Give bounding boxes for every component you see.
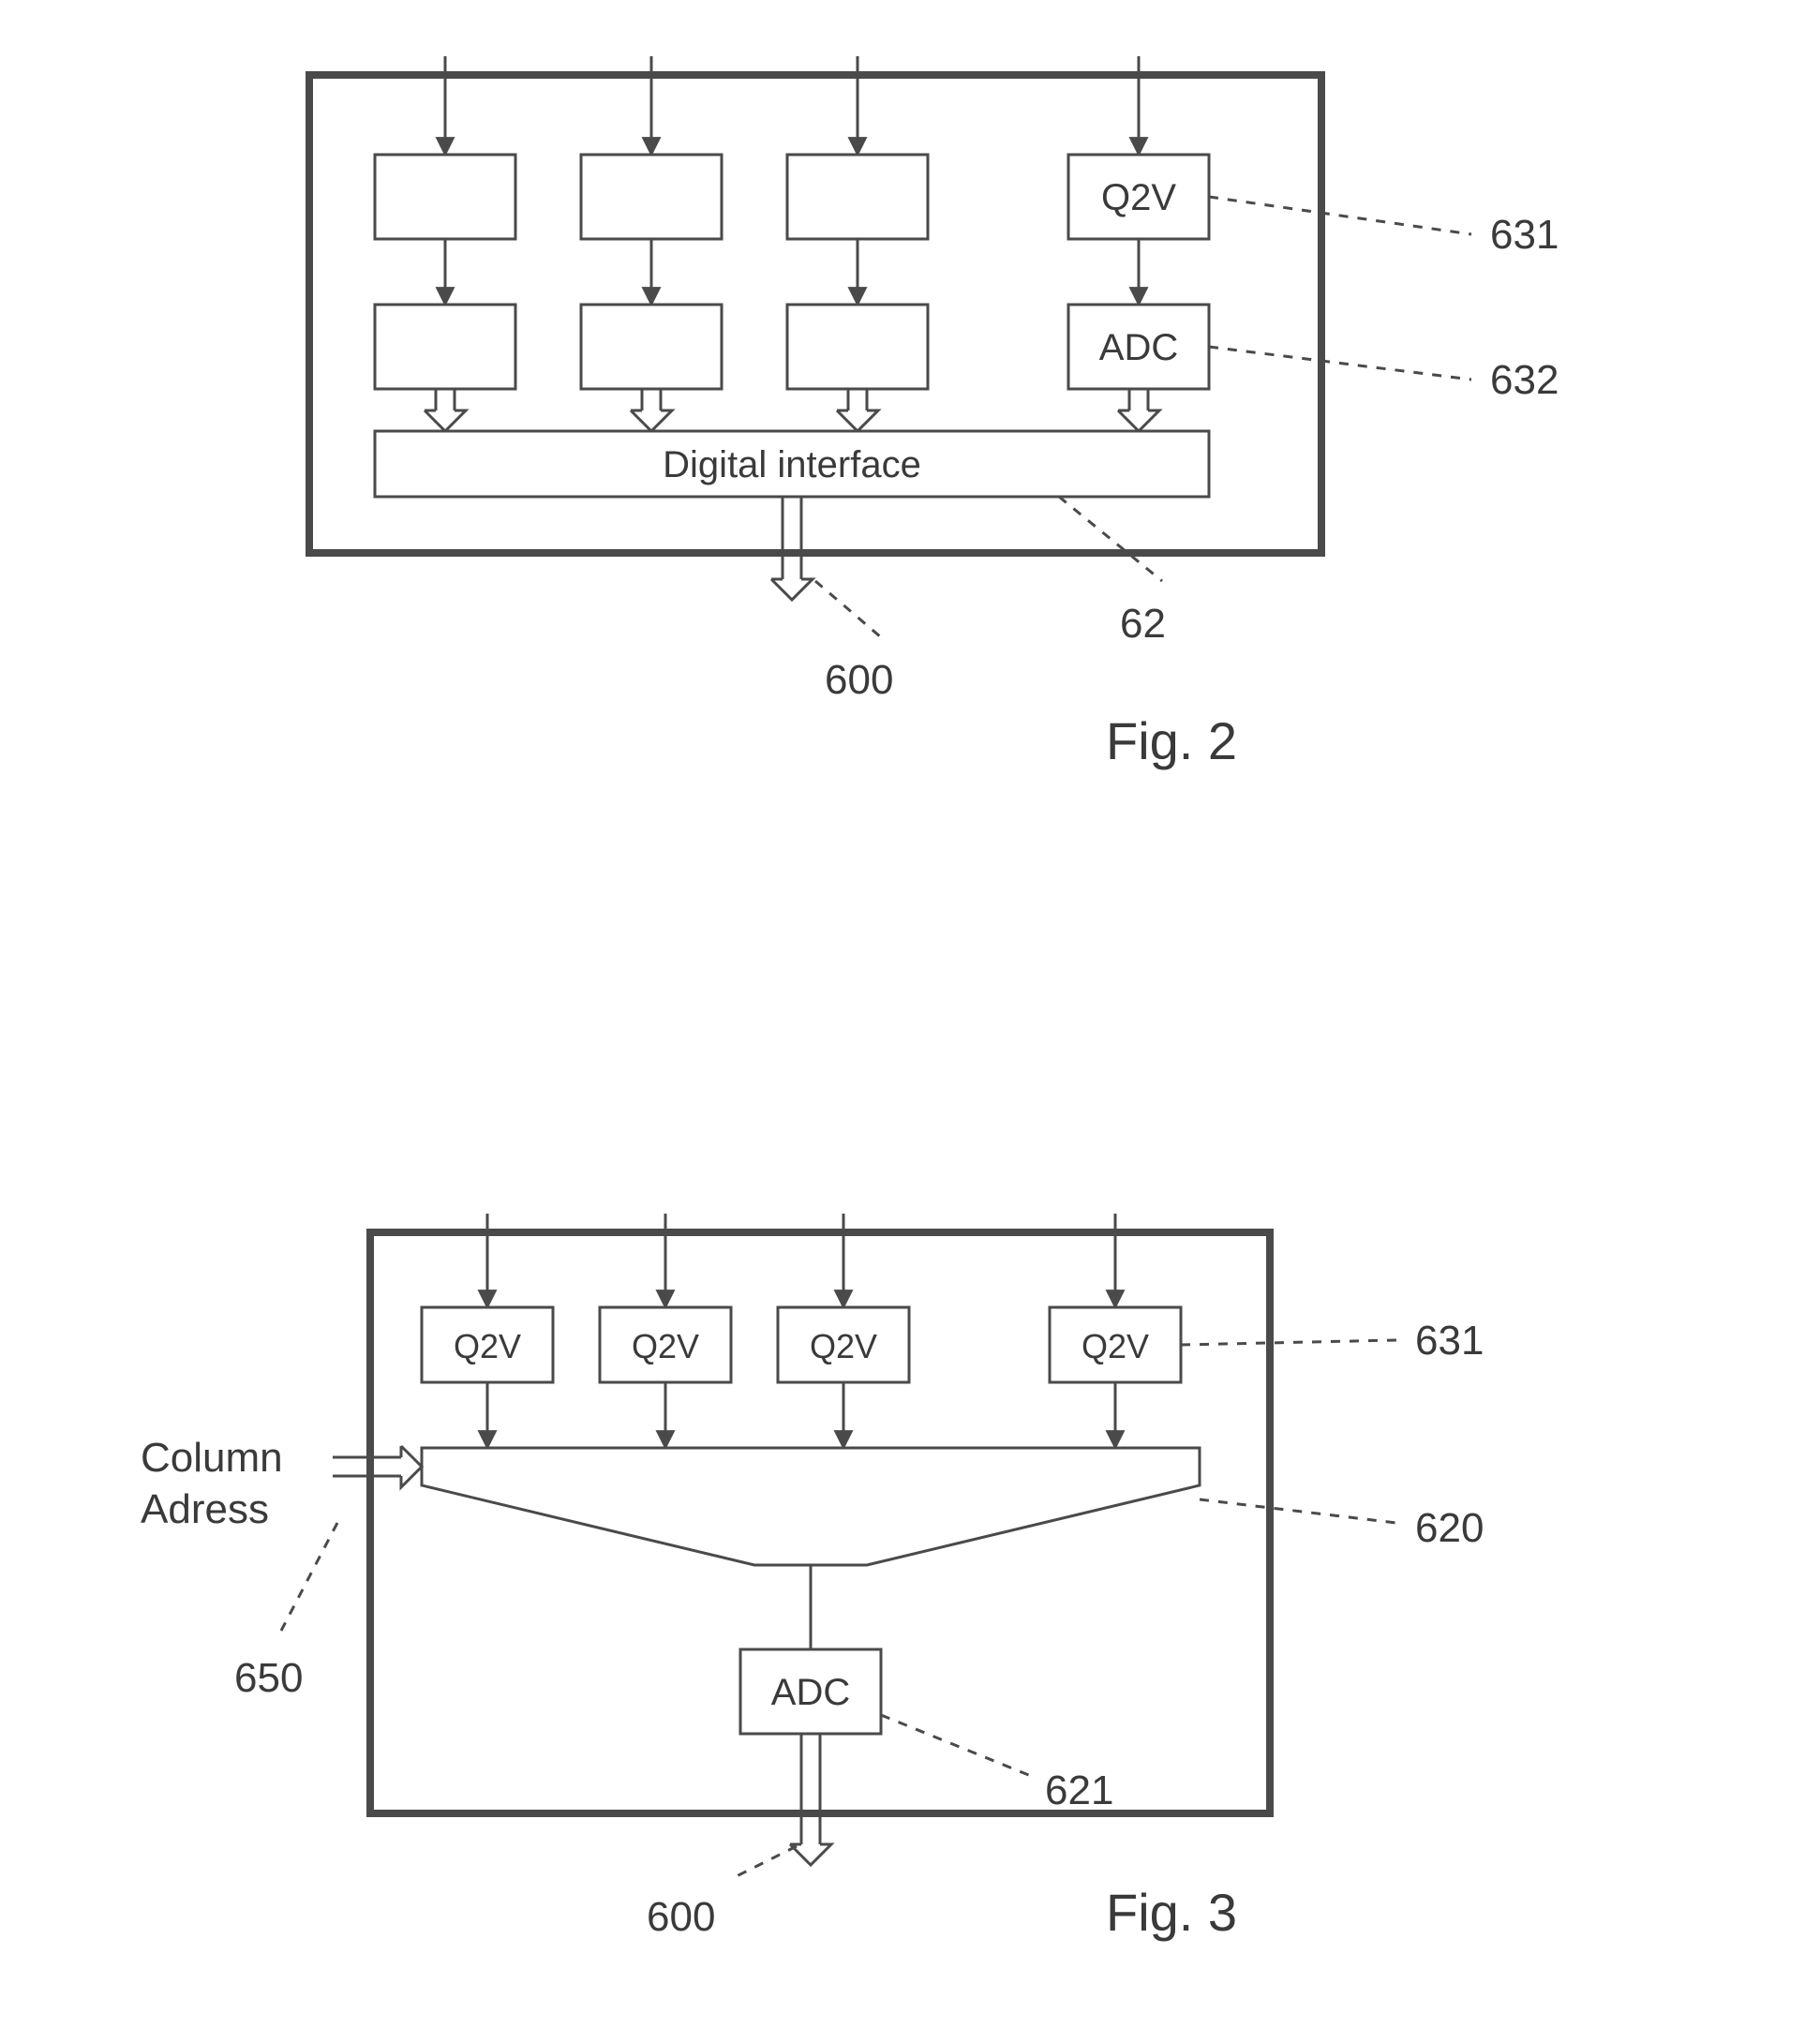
fig2-q2v-box <box>375 155 515 239</box>
fig3-coladdr-l1: Column <box>141 1435 283 1481</box>
fig3-q2v-label: Q2V <box>454 1327 521 1365</box>
fig3-q2v-label: Q2V <box>1082 1327 1149 1365</box>
fig3-callout-line <box>731 1846 797 1879</box>
fig2-q2v-label: Q2V <box>1101 177 1176 218</box>
fig3-q2v-label: Q2V <box>810 1327 877 1365</box>
fig2-adc-box <box>787 305 928 389</box>
fig3-coladdr-l2: Adress <box>141 1486 269 1532</box>
fig3-callout-label: 631 <box>1415 1318 1484 1364</box>
fig2-callout-line <box>815 581 881 637</box>
fig2-adc-label: ADC <box>1099 327 1178 368</box>
fig2-caption: Fig. 2 <box>1106 711 1237 770</box>
fig2-digital-if-label: Digital interface <box>663 444 921 485</box>
fig2-q2v-box <box>787 155 928 239</box>
fig3-adc-label: ADC <box>771 1672 850 1713</box>
fig3-callout-label: 650 <box>234 1655 303 1701</box>
fig3-callout-line <box>281 1523 337 1631</box>
fig3-callout-label: 600 <box>647 1894 715 1940</box>
fig3-q2v-label: Q2V <box>632 1327 699 1365</box>
fig3-callout-label: 621 <box>1045 1767 1113 1813</box>
fig3-callout-label: 620 <box>1415 1505 1484 1551</box>
fig2-callout-label: 600 <box>825 657 893 703</box>
fig2-adc-box <box>581 305 722 389</box>
fig2-callout-label: 62 <box>1120 601 1166 647</box>
fig3-caption: Fig. 3 <box>1106 1883 1237 1942</box>
fig2-q2v-box <box>581 155 722 239</box>
fig2-adc-box <box>375 305 515 389</box>
fig2-callout-label: 632 <box>1490 357 1559 403</box>
fig2-callout-label: 631 <box>1490 212 1559 258</box>
